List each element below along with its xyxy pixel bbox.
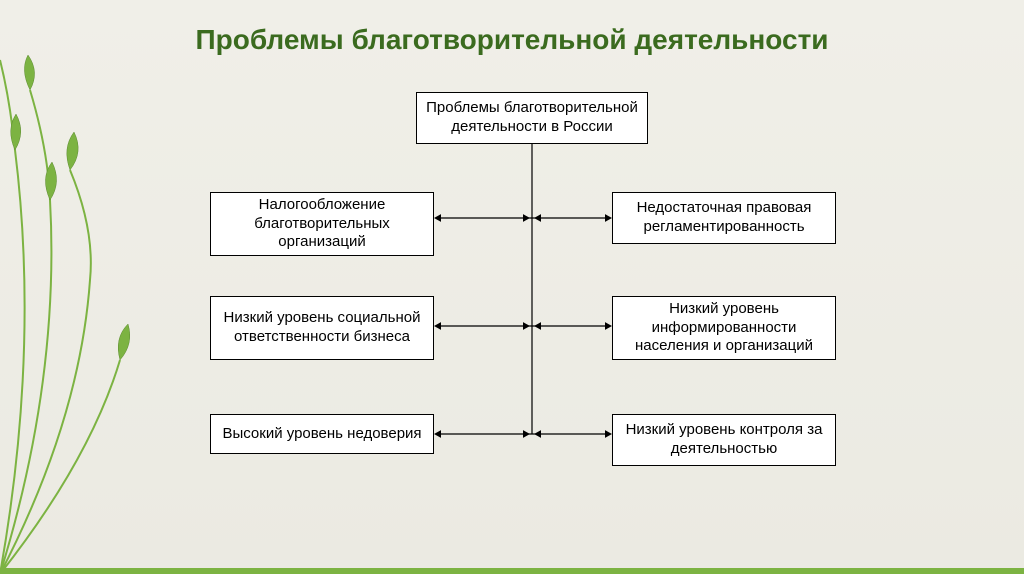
leaf-decoration [0, 0, 180, 574]
connectors [0, 0, 1024, 574]
slide: Проблемы благотворительной деятельности … [0, 0, 1024, 574]
node-l3: Высокий уровень недоверия [210, 414, 434, 454]
node-r3: Низкий уровень контроля за деятельностью [612, 414, 836, 466]
node-l1: Налогообложение благотворительных органи… [210, 192, 434, 256]
node-root: Проблемы благотворительной деятельности … [416, 92, 648, 144]
slide-title: Проблемы благотворительной деятельности [0, 24, 1024, 56]
node-l2: Низкий уровень социальной ответственност… [210, 296, 434, 360]
footer-accent [0, 568, 1024, 574]
node-r1: Недостаточная правовая регламентированно… [612, 192, 836, 244]
node-r2: Низкий уровень информированности населен… [612, 296, 836, 360]
